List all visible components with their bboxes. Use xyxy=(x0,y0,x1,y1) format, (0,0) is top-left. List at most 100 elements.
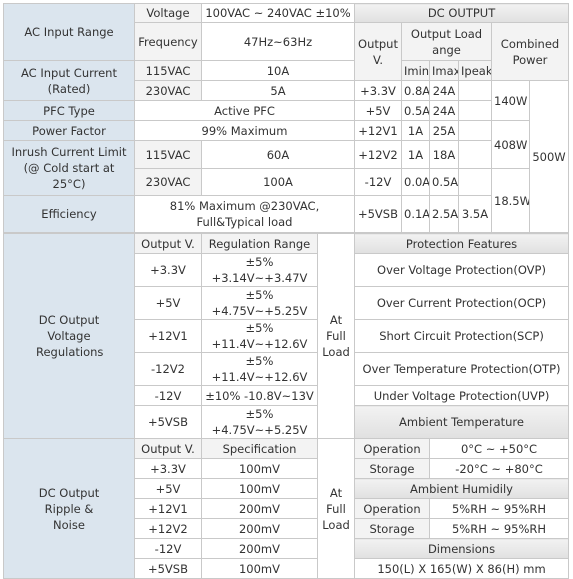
table-row: Frequency 47Hz~63Hz Output V. Output Load a… xyxy=(4,22,570,81)
value-cell: 24A xyxy=(429,80,459,101)
table-row: +5VSB ±5% +4.75V~+5.25V Ambient Temperatur… xyxy=(4,405,570,439)
value-cell: Storage xyxy=(354,518,430,539)
value-cell: Regulation Range xyxy=(201,233,318,254)
value-cell: 0.5A xyxy=(429,168,459,196)
value-cell: 5A xyxy=(201,80,355,101)
table-row: DC Output Voltage Regulations Output V. Re… xyxy=(3,233,570,439)
label-cell: DC Output Ripple & Noise xyxy=(3,438,135,579)
value-cell: 100mV xyxy=(201,478,318,499)
spec-table-bottom: DC Output Voltage Regulations Output V. Re… xyxy=(3,233,570,579)
value-cell: +12V1 xyxy=(134,319,202,353)
value-cell: 200mV xyxy=(201,538,318,559)
table-row: PFC Type Active PFC +5V 0.5A 24A xyxy=(3,100,569,121)
value-cell: -12V xyxy=(134,538,202,559)
label-cell: AC Input Range xyxy=(3,3,135,61)
table-row: AC Input Range Voltage 100VAC ~ 240VAC ±10… xyxy=(3,3,570,61)
value-cell: Active PFC xyxy=(134,100,355,121)
table-row: +12V1 200mV Operation 5%RH ~ 95%RH xyxy=(4,498,570,519)
value-cell: ±10% -10.8V~13V xyxy=(201,385,318,406)
label-cell: Efficiency xyxy=(3,195,135,233)
table-row: +12V1 ±5% +11.4V~+12.6V Short Circuit Prot… xyxy=(4,319,570,353)
label-cell: AC Input Current (Rated) xyxy=(3,60,135,101)
label-cell: DC Output Voltage Regulations xyxy=(3,233,135,439)
value-cell: 5%RH ~ 95%RH xyxy=(428,518,570,539)
value-cell: 1A xyxy=(401,140,430,169)
value-cell: 0.5A xyxy=(401,100,430,121)
value-cell: Over Voltage Protection(OVP) xyxy=(353,253,570,287)
value-cell: 0.8A xyxy=(401,80,430,101)
value-cell: Output V. xyxy=(134,438,202,459)
value-cell: Output Load ange xyxy=(401,22,492,61)
spec-table-top: AC Input Range Voltage 100VAC ~ 240VAC ±10… xyxy=(3,3,570,233)
table-row: Inrush Current Limit (@ Cold start at 25… xyxy=(3,140,569,196)
value-cell: Output V. xyxy=(134,233,202,254)
value-cell: +5VSB xyxy=(354,195,402,233)
value-cell: 140W xyxy=(491,80,530,121)
value-cell: 230VAC xyxy=(134,168,202,196)
value-cell: Operation xyxy=(354,498,430,519)
spec-sheet: AC Input Range Voltage 100VAC ~ 240VAC ±10… xyxy=(3,3,570,579)
value-cell: 100A xyxy=(201,168,355,196)
value-cell: 18.5W xyxy=(491,168,530,233)
value-cell: 200mV xyxy=(201,518,318,539)
value-cell: 100VAC ~ 240VAC ±10% xyxy=(201,3,355,23)
value-cell: +5V xyxy=(354,100,402,121)
value-cell: 500W xyxy=(528,80,570,233)
value-cell: 25A xyxy=(429,120,459,141)
empty-cell xyxy=(458,168,492,196)
table-row: DC Output Ripple & Noise Output V. Specifi… xyxy=(3,438,570,579)
table-row: Efficiency 81% Maximum @230VAC, Full&Typi… xyxy=(3,195,569,233)
value-cell: 230VAC xyxy=(134,80,202,101)
value-cell: 81% Maximum @230VAC, Full&Typical load xyxy=(134,195,355,233)
value-cell: -12V xyxy=(134,385,202,406)
header-cell: DC OUTPUT xyxy=(353,3,570,23)
value-cell: 47Hz~63Hz xyxy=(201,22,355,61)
value-cell: 24A xyxy=(429,100,459,121)
value-cell: +5V xyxy=(134,478,202,499)
value-cell: -20°C ~ +80°C xyxy=(428,458,570,479)
header-cell: Dimensions xyxy=(353,538,570,559)
value-cell: Over Temperature Protection(OTP) xyxy=(353,352,570,386)
value-cell: 115VAC xyxy=(134,140,202,169)
value-cell: ±5% +4.75V~+5.25V xyxy=(201,286,318,320)
value-cell: 115VAC xyxy=(134,60,202,81)
value-cell: 150(L) X 165(W) X 86(H) mm xyxy=(353,558,570,579)
value-cell: Operation xyxy=(354,438,430,459)
value-cell: ±5% +11.4V~+12.6V xyxy=(201,352,318,386)
header-cell: Protection Features xyxy=(353,233,570,254)
value-cell: 100mV xyxy=(201,558,318,579)
value-cell: Under Voltage Protection(UVP) xyxy=(353,385,570,406)
value-cell: 200mV xyxy=(201,498,318,519)
value-cell: 1A xyxy=(401,120,430,141)
table-row: AC Input Current (Rated) 115VAC 10A Imin Ima… xyxy=(3,60,569,101)
table-row: +5V 100mV Ambient Humidily xyxy=(4,478,570,499)
value-cell: 18A xyxy=(429,140,459,169)
label-cell: Power Factor xyxy=(3,120,135,141)
value-cell: +12V2 xyxy=(134,518,202,539)
value-cell: +12V2 xyxy=(354,140,402,169)
value-cell: Imax xyxy=(429,60,459,81)
empty-cell xyxy=(458,80,492,101)
value-cell: +3.3V xyxy=(134,253,202,287)
value-cell: Combined Power xyxy=(490,22,570,81)
value-cell: +12V1 xyxy=(134,498,202,519)
header-cell: Ambient Humidily xyxy=(353,478,570,499)
value-cell: Frequency xyxy=(134,22,202,61)
empty-cell xyxy=(458,120,492,141)
value-cell: 100mV xyxy=(201,458,318,479)
header-cell: Ambient Temperature xyxy=(353,405,570,439)
value-cell: +12V1 xyxy=(354,120,402,141)
value-cell: 408W xyxy=(491,120,530,169)
value-cell: 10A xyxy=(201,60,355,81)
label-cell: Inrush Current Limit (@ Cold start at 25… xyxy=(3,140,135,196)
value-cell: Imin xyxy=(401,60,430,81)
value-cell: +3.3V xyxy=(354,80,402,101)
empty-cell xyxy=(458,100,492,121)
value-cell: Voltage xyxy=(134,3,202,23)
value-cell: +5VSB xyxy=(134,558,202,579)
value-cell: ±5% +4.75V~+5.25V xyxy=(201,405,318,439)
value-cell: At Full Load xyxy=(317,233,355,439)
value-cell: 99% Maximum xyxy=(134,120,355,141)
value-cell: Output V. xyxy=(354,22,402,81)
page: AC Input Range Voltage 100VAC ~ 240VAC ±10… xyxy=(3,3,570,579)
